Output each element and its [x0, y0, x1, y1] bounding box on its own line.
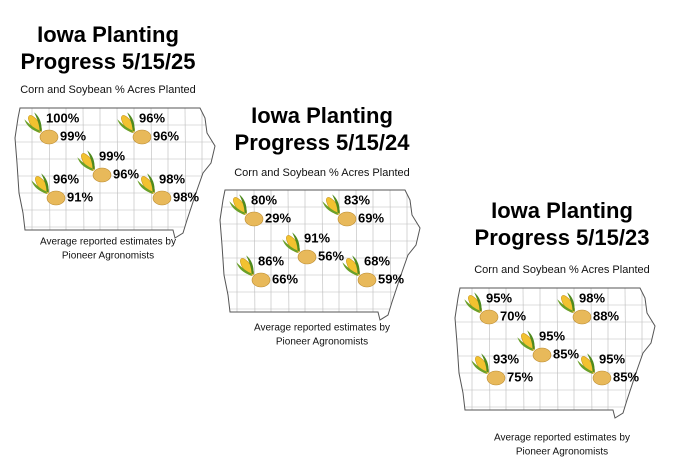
footer-note: Average reported estimates by	[40, 237, 176, 248]
corn-percent: 95%	[539, 328, 565, 343]
footer-note: Pioneer Agronomists	[516, 447, 608, 458]
soybean-icon	[244, 211, 264, 227]
soybean-icon	[479, 309, 499, 325]
corn-icon	[137, 173, 155, 194]
corn-icon	[236, 255, 254, 276]
soy-percent: 29%	[265, 210, 291, 225]
corn-percent: 98%	[159, 171, 185, 186]
corn-icon	[577, 353, 595, 374]
soy-percent: 91%	[67, 189, 93, 204]
soy-percent: 85%	[553, 346, 579, 361]
corn-icon	[464, 292, 482, 313]
soybean-icon	[39, 129, 59, 145]
soybean-icon	[532, 347, 552, 363]
soy-percent: 88%	[593, 308, 619, 323]
corn-percent: 80%	[251, 192, 277, 207]
soy-percent: 96%	[153, 128, 179, 143]
panel-subtitle: Corn and Soybean % Acres Planted	[20, 84, 196, 96]
footer-note: Pioneer Agronomists	[276, 337, 368, 348]
footer-note: Average reported estimates by	[494, 433, 630, 444]
soy-percent: 56%	[318, 248, 344, 263]
iowa-map: 95% 70% 98% 88% 95% 85% 93% 75% 95% 85%	[454, 287, 656, 419]
state-outline	[454, 287, 656, 419]
soy-percent: 70%	[500, 308, 526, 323]
corn-percent: 96%	[139, 110, 165, 125]
panel-title: Iowa Planting	[37, 22, 179, 47]
soybean-icon	[486, 370, 506, 386]
panel-subtitle: Corn and Soybean % Acres Planted	[234, 167, 410, 179]
corn-icon	[342, 255, 360, 276]
corn-percent: 98%	[579, 290, 605, 305]
state-outline	[14, 107, 216, 239]
soy-percent: 66%	[272, 271, 298, 286]
corn-icon	[282, 232, 300, 253]
corn-percent: 93%	[493, 351, 519, 366]
corn-icon	[117, 112, 135, 133]
soy-percent: 98%	[173, 189, 199, 204]
soy-percent: 59%	[378, 271, 404, 286]
corn-percent: 95%	[599, 351, 625, 366]
footer-note: Pioneer Agronomists	[62, 251, 154, 262]
county-grid	[15, 108, 215, 238]
corn-icon	[229, 194, 247, 215]
soybean-icon	[297, 249, 317, 265]
corn-icon	[322, 194, 340, 215]
corn-percent: 100%	[46, 110, 80, 125]
soy-percent: 96%	[113, 166, 139, 181]
corn-icon	[77, 150, 95, 171]
soybean-icon	[337, 211, 357, 227]
corn-icon	[471, 353, 489, 374]
corn-percent: 99%	[99, 148, 125, 163]
soy-percent: 75%	[507, 369, 533, 384]
soybean-icon	[572, 309, 592, 325]
soybean-icon	[592, 370, 612, 386]
panel-subtitle: Corn and Soybean % Acres Planted	[474, 264, 650, 276]
soy-percent: 99%	[60, 128, 86, 143]
panel-title: Progress 5/15/24	[235, 130, 411, 155]
soy-percent: 69%	[358, 210, 384, 225]
corn-percent: 83%	[344, 192, 370, 207]
panel-title: Progress 5/15/23	[475, 225, 650, 250]
soybean-icon	[357, 272, 377, 288]
corn-percent: 96%	[53, 171, 79, 186]
corn-icon	[31, 173, 49, 194]
corn-percent: 95%	[486, 290, 512, 305]
soybean-icon	[132, 129, 152, 145]
soybean-icon	[92, 167, 112, 183]
iowa-map: 80% 29% 83% 69% 91% 56% 86% 66% 68% 59%	[219, 189, 421, 321]
panel-title: Iowa Planting	[491, 198, 633, 223]
panel-title: Iowa Planting	[251, 103, 393, 128]
soybean-icon	[251, 272, 271, 288]
corn-icon	[24, 112, 42, 133]
corn-percent: 68%	[364, 253, 390, 268]
corn-percent: 91%	[304, 230, 330, 245]
corn-percent: 86%	[258, 253, 284, 268]
state-outline	[219, 189, 421, 321]
soy-percent: 85%	[613, 369, 639, 384]
corn-icon	[517, 330, 535, 351]
footer-note: Average reported estimates by	[254, 323, 390, 334]
soybean-icon	[152, 190, 172, 206]
panel-title: Progress 5/15/25	[21, 49, 196, 74]
iowa-map: 100% 99% 96% 96% 99% 96% 96% 91% 98% 98%	[14, 107, 216, 239]
corn-icon	[557, 292, 575, 313]
soybean-icon	[46, 190, 66, 206]
